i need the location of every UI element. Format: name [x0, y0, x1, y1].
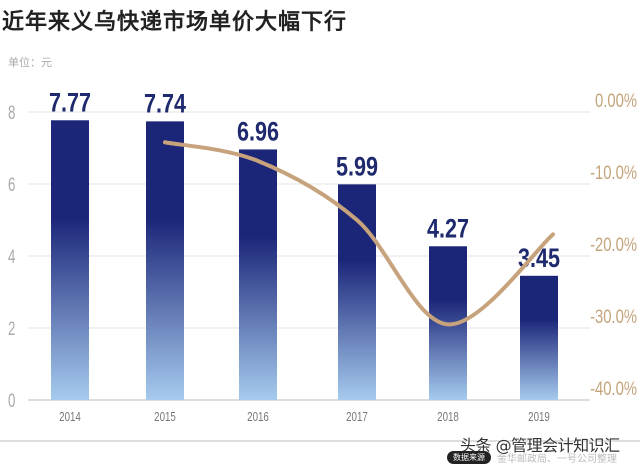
- bar-2016: [239, 149, 277, 400]
- left-axis-tick: 8: [8, 103, 15, 124]
- source-badge: 数据来源: [447, 451, 491, 464]
- unit-label: 单位：元: [8, 56, 52, 69]
- bar-value-label: 7.77: [49, 88, 91, 118]
- x-axis-label: 2016: [247, 411, 269, 425]
- left-axis-tick: 2: [8, 319, 15, 340]
- bar-value-label: 7.74: [144, 89, 186, 119]
- x-axis-label: 2014: [59, 411, 81, 425]
- source-text: 金华邮政局、一号公司整理: [497, 454, 617, 465]
- x-axis-label: 2017: [346, 411, 368, 425]
- left-axis-tick: 6: [8, 175, 15, 196]
- bar-2014: [51, 120, 89, 400]
- bar-2017: [338, 184, 376, 400]
- right-axis-tick: -40.0%: [590, 378, 637, 399]
- x-axis-label: 2019: [528, 411, 550, 425]
- chart-title: 近年来义乌快递市场单价大幅下行: [2, 10, 348, 35]
- bar-2019: [520, 275, 558, 400]
- right-axis-tick: -10.0%: [590, 162, 637, 183]
- bar-value-label: 5.99: [336, 152, 378, 182]
- bar-2015: [146, 121, 184, 401]
- left-axis-tick: 0: [8, 391, 15, 412]
- left-axis-tick: 4: [8, 247, 15, 268]
- right-axis-tick: -30.0%: [590, 306, 637, 327]
- x-axis-label: 2018: [437, 411, 459, 425]
- bar-value-label: 4.27: [427, 214, 469, 244]
- right-axis-tick: -20.0%: [590, 234, 637, 255]
- bar-value-label: 6.96: [237, 117, 279, 147]
- watermark: 头条 @管理会计知识汇: [460, 436, 620, 455]
- x-axis-label: 2015: [154, 411, 176, 425]
- right-axis-tick: 0.00%: [595, 90, 637, 111]
- decline-rate-line: [163, 140, 555, 327]
